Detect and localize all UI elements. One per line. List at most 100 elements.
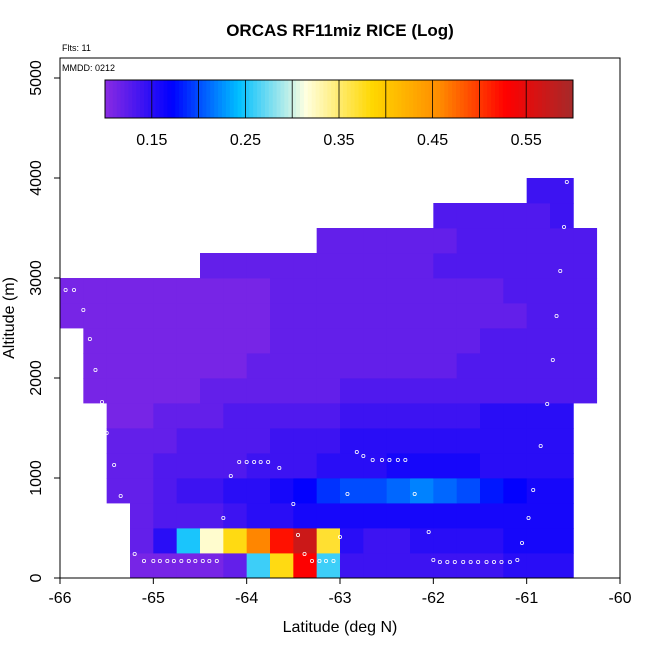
heatmap-cell	[386, 478, 411, 504]
heatmap-cell	[83, 353, 108, 379]
heatmap-cell	[456, 303, 481, 329]
colorbar-tick-label: 0.35	[323, 132, 354, 149]
heatmap-cell	[340, 253, 364, 279]
heatmap-cell	[130, 528, 154, 554]
heatmap-cell	[200, 553, 224, 579]
colorbar-swatch	[409, 80, 414, 118]
heatmap-cell	[340, 503, 364, 529]
heatmap-cell	[246, 278, 271, 304]
heatmap-cell	[200, 278, 224, 304]
heatmap-cell	[456, 278, 481, 304]
colorbar: 0.15 0.25 0.35 0.45 0.55	[104, 79, 574, 149]
flight-track-point	[151, 559, 156, 564]
heatmap-cell	[316, 228, 341, 254]
heatmap-cell	[386, 353, 411, 379]
y-tick-label: 1000	[28, 460, 45, 496]
colorbar-swatch	[370, 80, 375, 118]
heatmap-cell	[573, 278, 598, 304]
heatmap-cell	[106, 303, 131, 329]
heatmap-cell	[340, 528, 364, 554]
heatmap-cell	[480, 453, 504, 479]
heatmap-cell	[130, 403, 154, 429]
heatmap-cell	[573, 328, 598, 354]
colorbar-swatch	[463, 80, 469, 118]
colorbar-swatch	[159, 80, 164, 118]
heatmap-cell	[456, 428, 481, 454]
flight-track-point	[221, 516, 226, 521]
y-axis: 0 1000 2000 3000 4000 5000	[28, 60, 60, 582]
heatmap-cell	[200, 528, 224, 554]
heatmap-cell	[200, 353, 224, 379]
colorbar-swatch	[202, 80, 207, 118]
heatmap-cell	[130, 503, 154, 529]
colorbar-swatch	[214, 80, 219, 118]
colorbar-swatch	[128, 80, 133, 118]
heatmap-cell	[386, 303, 411, 329]
flight-track-point	[72, 287, 77, 292]
heatmap-cell	[106, 478, 131, 504]
flight-track-point	[132, 552, 137, 557]
heatmap-cell	[433, 328, 458, 354]
colorbar-swatch	[140, 80, 145, 118]
heatmap-cell	[293, 478, 318, 504]
heatmap-cell	[176, 378, 201, 404]
heatmap-cell	[316, 378, 341, 404]
flight-track-point	[157, 559, 162, 564]
heatmap-cell	[503, 278, 528, 304]
heatmap-cell	[153, 478, 178, 504]
heatmap-cell	[526, 203, 551, 229]
y-tick-label: 3000	[28, 260, 45, 296]
flight-track-point	[412, 491, 417, 496]
heatmap-cell	[316, 403, 341, 429]
colorbar-swatch	[522, 80, 527, 118]
heatmap-cell	[550, 478, 574, 504]
flight-track-point	[207, 559, 212, 564]
colorbar-swatch	[440, 80, 445, 118]
heatmap-cell	[363, 328, 388, 354]
heatmap-cell	[386, 403, 411, 429]
colorbar-swatch	[307, 80, 313, 118]
heatmap-cell	[130, 328, 154, 354]
flight-track-point	[345, 491, 350, 496]
heatmap-cell	[456, 403, 481, 429]
heatmap-cell	[573, 303, 598, 329]
heatmap-cell	[176, 353, 201, 379]
colorbar-swatch	[194, 80, 200, 118]
colorbar-swatch	[268, 80, 274, 118]
heatmap-cell	[340, 453, 364, 479]
colorbar-swatch	[276, 80, 281, 118]
heatmap-cell	[246, 353, 271, 379]
colorbar-swatch	[424, 80, 430, 118]
flight-track-point	[445, 560, 450, 565]
colorbar-swatch	[147, 80, 153, 118]
heatmap-cell	[200, 253, 224, 279]
colorbar-swatch	[284, 80, 289, 118]
colorbar-swatch	[171, 80, 176, 118]
colorbar-swatch	[272, 80, 278, 118]
heatmap-cell	[433, 528, 458, 554]
x-axis-label: Latitude (deg N)	[283, 619, 398, 636]
heatmap-cell	[246, 253, 271, 279]
heatmap-cell	[550, 403, 574, 429]
flight-track-point	[171, 559, 176, 564]
heatmap-cell	[503, 228, 528, 254]
colorbar-swatch	[397, 80, 402, 118]
heatmap-cell	[293, 453, 318, 479]
heatmap-cell	[363, 453, 388, 479]
heatmap-cell	[130, 303, 154, 329]
heatmap-cell	[456, 453, 481, 479]
heatmap-cell	[130, 478, 154, 504]
heatmap-cell	[200, 503, 224, 529]
heatmap-cell	[223, 453, 248, 479]
heatmap-cell	[270, 353, 294, 379]
colorbar-swatch	[514, 80, 519, 118]
colorbar-swatch	[186, 80, 192, 118]
heatmap-cell	[130, 353, 154, 379]
heatmap-cell	[223, 478, 248, 504]
flight-track	[63, 179, 569, 565]
heatmap-cell	[410, 378, 434, 404]
heatmap-cell	[153, 428, 178, 454]
heatmap-cell	[503, 503, 528, 529]
heatmap-cell	[410, 428, 434, 454]
heatmap-cell	[526, 253, 551, 279]
